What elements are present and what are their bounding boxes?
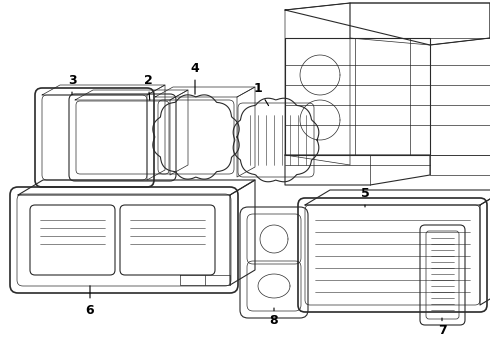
Text: 5: 5 [361, 186, 369, 207]
Text: 8: 8 [270, 308, 278, 327]
Text: 3: 3 [68, 73, 76, 94]
Text: 4: 4 [191, 62, 199, 94]
Text: 2: 2 [144, 73, 152, 100]
Text: 7: 7 [438, 318, 446, 337]
Text: 1: 1 [254, 81, 269, 105]
Text: 6: 6 [86, 286, 94, 316]
